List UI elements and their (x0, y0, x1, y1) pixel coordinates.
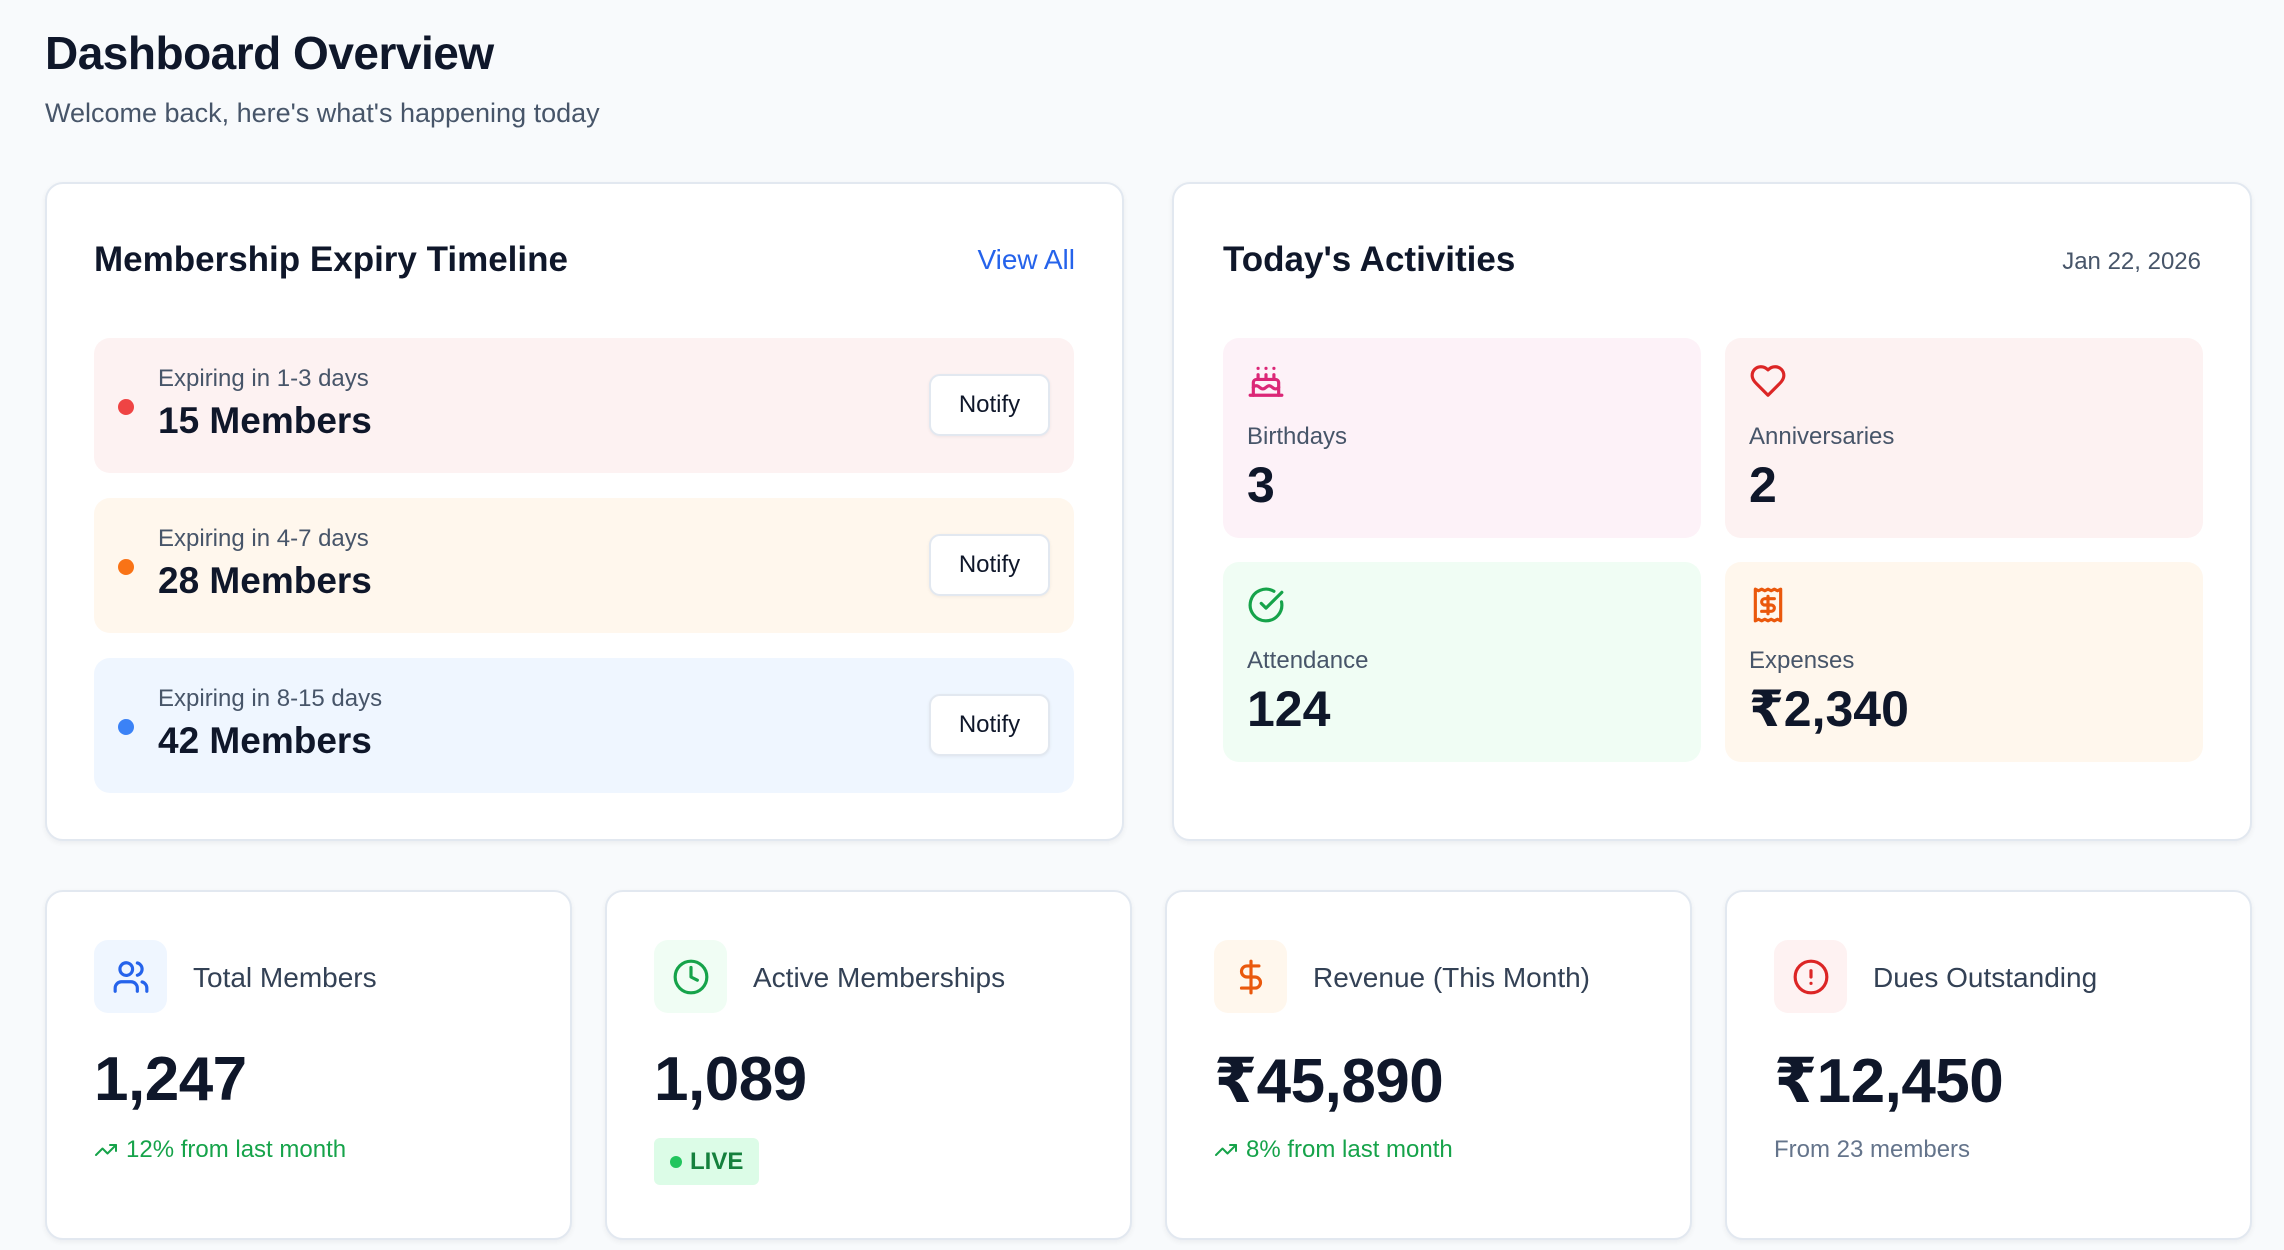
activity-value: 2 (1749, 457, 1777, 513)
activity-value: 124 (1247, 681, 1331, 737)
expiry-item-4-7-days: Expiring in 4-7 days 28 Members Notify (94, 498, 1074, 633)
clock-icon (673, 959, 708, 994)
alert-circle-icon (1793, 959, 1828, 994)
expiry-count: 42 Members (158, 720, 372, 761)
stat-label: Revenue (This Month) (1313, 962, 1591, 993)
stat-label: Total Members (193, 962, 377, 993)
notify-button[interactable]: Notify (929, 534, 1050, 596)
stat-card-revenue[interactable]: Revenue (This Month) ₹45,890 8% from las… (1165, 890, 1692, 1240)
expiry-dot (118, 559, 134, 575)
activity-label: Anniversaries (1749, 423, 1895, 450)
stat-label: Active Memberships (753, 962, 1006, 993)
stat-subtext: From 23 members (1774, 1136, 1970, 1164)
stat-icon-box (1774, 940, 1847, 1013)
expiry-label: Expiring in 8-15 days (158, 685, 383, 712)
activity-tile-anniversaries[interactable]: Anniversaries 2 (1725, 338, 2203, 538)
page-title: Dashboard Overview (45, 27, 494, 79)
stat-icon-box (654, 940, 727, 1013)
activity-value: ₹2,340 (1749, 681, 1909, 737)
activity-tile-attendance[interactable]: Attendance 124 (1223, 562, 1701, 762)
receipt-icon (1753, 587, 1783, 623)
stat-trend: 12% from last month (94, 1136, 346, 1164)
stat-subtext-text: From 23 members (1774, 1136, 1971, 1163)
activity-label: Attendance (1247, 647, 1369, 674)
notify-button[interactable]: Notify (929, 694, 1050, 756)
expiry-item-8-15-days: Expiring in 8-15 days 42 Members Notify (94, 658, 1074, 793)
activity-label: Expenses (1749, 647, 1855, 674)
stat-trend-text: 8% from last month (1246, 1136, 1453, 1163)
stat-icon-box (1214, 940, 1287, 1013)
live-dot (670, 1155, 682, 1168)
expiry-count: 15 Members (158, 400, 372, 441)
todays-activities-card: Today's Activities Jan 22, 2026 Birthday… (1172, 182, 2252, 841)
stat-card-active-memberships[interactable]: Active Memberships 1,089 LIVE (605, 890, 1132, 1240)
trending-up-icon (95, 1144, 117, 1156)
expiry-item-1-3-days: Expiring in 1-3 days 15 Members Notify (94, 338, 1074, 473)
stat-value: ₹45,890 (1214, 1047, 1444, 1116)
expiry-count: 28 Members (158, 560, 372, 601)
activity-tile-expenses[interactable]: Expenses ₹2,340 (1725, 562, 2203, 762)
users-icon (113, 960, 148, 993)
trending-up-icon (1215, 1144, 1237, 1156)
activities-date: Jan 22, 2026 (2062, 248, 2201, 275)
stat-value: 1,089 (654, 1045, 807, 1114)
view-all-link[interactable]: View All (977, 244, 1075, 275)
expiry-dot (118, 719, 134, 735)
activities-card-title: Today's Activities (1223, 240, 1516, 279)
live-badge: LIVE (654, 1138, 760, 1185)
live-badge-text: LIVE (690, 1147, 744, 1175)
cake-icon (1248, 366, 1284, 397)
stat-card-dues-outstanding[interactable]: Dues Outstanding ₹12,450 From 23 members (1725, 890, 2252, 1240)
expiry-card-title: Membership Expiry Timeline (94, 240, 568, 279)
expiry-dot (118, 399, 134, 415)
stat-icon-box (94, 940, 167, 1013)
stat-card-total-members[interactable]: Total Members 1,247 12% from last month (45, 890, 572, 1240)
page-subtitle: Welcome back, here's what's happening to… (45, 98, 600, 128)
stat-trend: 8% from last month (1214, 1136, 1453, 1164)
activity-label: Birthdays (1247, 423, 1348, 450)
expiry-label: Expiring in 4-7 days (158, 525, 369, 552)
stat-value: 1,247 (94, 1045, 247, 1114)
dollar-icon (1239, 959, 1262, 994)
activity-tile-birthdays[interactable]: Birthdays 3 (1223, 338, 1701, 538)
check-circle-icon (1248, 587, 1284, 623)
expiry-label: Expiring in 1-3 days (158, 365, 369, 392)
notify-button[interactable]: Notify (929, 374, 1050, 436)
stat-trend-text: 12% from last month (126, 1136, 347, 1163)
membership-expiry-card: Membership Expiry Timeline View All Expi… (45, 182, 1124, 841)
heart-icon (1750, 365, 1786, 397)
activity-value: 3 (1247, 457, 1275, 513)
stat-label: Dues Outstanding (1873, 962, 2098, 993)
stat-value: ₹12,450 (1774, 1047, 2004, 1116)
